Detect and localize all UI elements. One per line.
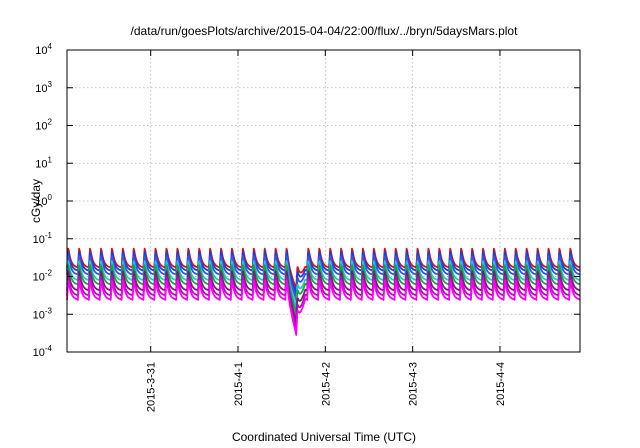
- series-line: [66, 247, 581, 290]
- series-line: [66, 250, 581, 296]
- data-series: [66, 247, 581, 336]
- series-line: [66, 264, 581, 315]
- series-line: [66, 275, 581, 330]
- y-tick-label: 10-4: [33, 344, 53, 359]
- x-tick-label: 2015-4-1: [233, 362, 245, 406]
- y-tick-label: 102: [35, 118, 52, 133]
- y-tick-label: 10-2: [33, 269, 53, 284]
- chart-title: /data/run/goesPlots/archive/2015-04-04/2…: [131, 24, 519, 38]
- series-line: [66, 260, 581, 309]
- y-tick-label: 10-1: [33, 231, 53, 246]
- y-axis: 10-4 10-3 10-2 10-1 100 101 102 103 104: [33, 42, 580, 359]
- series-line: [66, 270, 581, 323]
- y-tick-label: 103: [35, 80, 52, 95]
- x-tick-label: 2015-4-4: [495, 362, 507, 406]
- grid-lines: [67, 49, 580, 353]
- y-tick-label: 104: [35, 42, 52, 57]
- x-tick-label: 2015-3-31: [146, 362, 158, 412]
- y-axis-label: cGy/day: [29, 179, 43, 223]
- series-line: [66, 255, 581, 302]
- x-axis-label: Coordinated Universal Time (UTC): [232, 430, 416, 444]
- y-tick-label: 10-3: [33, 306, 53, 321]
- x-tick-label: 2015-4-2: [320, 362, 332, 406]
- y-tick-label: 101: [35, 155, 52, 170]
- y-tick-label: 100: [35, 193, 52, 208]
- x-axis: 2015-3-31 2015-4-1 2015-4-2 2015-4-3 2015-4-…: [146, 50, 507, 412]
- x-tick-label: 2015-4-3: [408, 362, 420, 406]
- series-line: [66, 279, 581, 336]
